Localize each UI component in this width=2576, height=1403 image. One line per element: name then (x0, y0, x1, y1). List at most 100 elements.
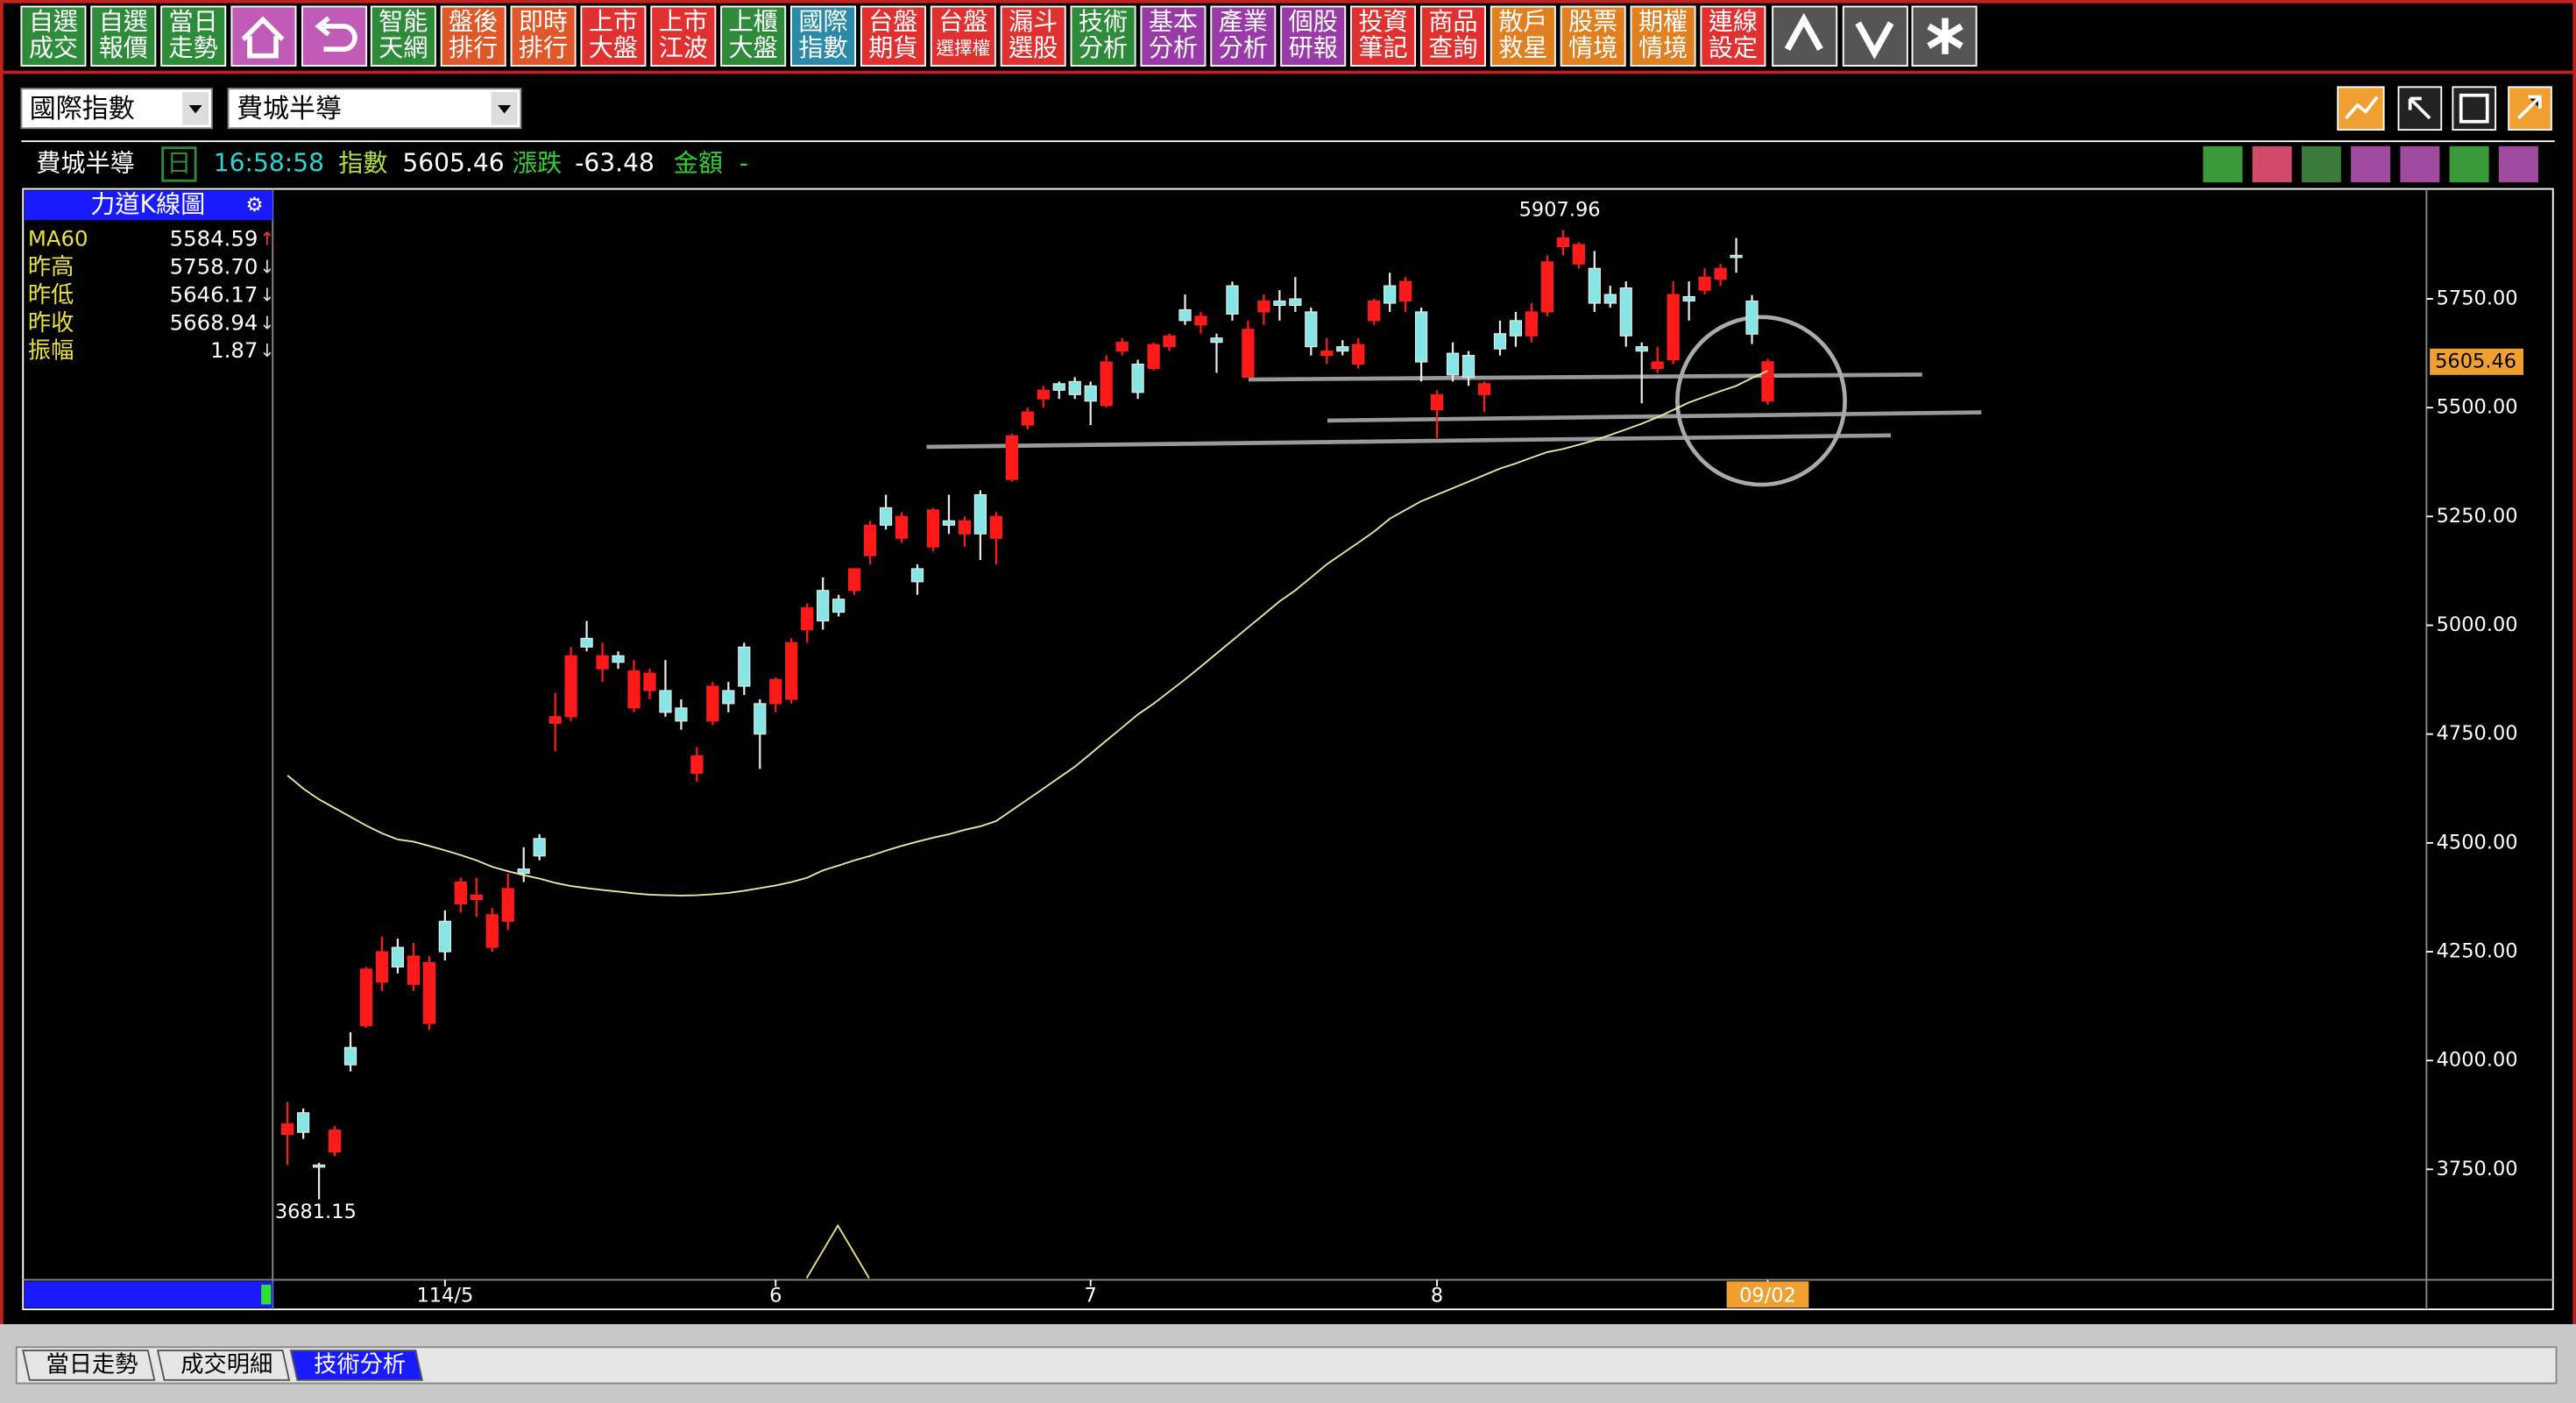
symbol-selector[interactable] (227, 88, 522, 130)
tab[interactable] (289, 1350, 424, 1381)
toolbar-button[interactable] (1210, 5, 1277, 67)
toolbar-button[interactable] (1350, 5, 1417, 67)
tool-button[interactable] (2400, 145, 2440, 183)
settings-icon[interactable]: ⚙ (246, 194, 264, 216)
toolbar-button-label: 技術 (1079, 7, 1128, 36)
last-price-tag (2430, 348, 2523, 375)
split-button[interactable] (2452, 86, 2497, 131)
scrollbar[interactable] (25, 1281, 273, 1308)
symbol-selector-text: 費城半導 (237, 94, 342, 124)
toolbar-button[interactable] (720, 5, 787, 67)
candle-body (1336, 346, 1349, 352)
candle-body (533, 838, 546, 857)
candle-body (1635, 346, 1648, 352)
toolbar-button[interactable] (1280, 5, 1347, 67)
selector-arrow (188, 104, 202, 114)
panel-title-bar (25, 190, 273, 221)
toolbar-button-label: 選股 (1008, 33, 1058, 62)
candle-body (754, 703, 767, 735)
toolbar-button[interactable] (1560, 5, 1626, 67)
tab-label: 成交明細 (180, 1351, 272, 1378)
candle-body (1289, 298, 1302, 307)
last-price-label: 5605.46 (2435, 350, 2516, 372)
candle-body (706, 685, 719, 722)
candle-body (1540, 261, 1554, 313)
toolbar-button[interactable] (1700, 5, 1766, 67)
candle-body (1525, 311, 1539, 337)
toolbar-button-label: 連線 (1709, 7, 1758, 36)
scroll-thumb[interactable] (261, 1285, 272, 1305)
tool-button[interactable] (2203, 145, 2243, 183)
candle-body (895, 515, 909, 539)
period-marker (805, 1223, 870, 1279)
candle-body (312, 1164, 326, 1168)
toolbar-button[interactable] (20, 5, 87, 67)
toolbar-button-label: 走勢 (169, 33, 218, 62)
candle-body (1556, 237, 1569, 247)
selector-arrow (498, 104, 512, 114)
panel-label: 振幅 (28, 338, 74, 365)
toolbar-button[interactable] (90, 5, 157, 67)
toolbar-button[interactable] (370, 5, 436, 67)
candle-body (580, 637, 593, 648)
toolbar-button[interactable] (1630, 5, 1696, 67)
tab-strip (15, 1346, 2558, 1385)
toolbar-button[interactable] (1000, 5, 1066, 67)
tab[interactable] (156, 1350, 291, 1381)
tool-button[interactable] (2351, 145, 2391, 183)
candle-body (847, 568, 861, 592)
toolbar-button-label: 期權 (1638, 7, 1688, 36)
toolbar-button-label: 設定 (1709, 33, 1758, 62)
market-selector[interactable] (20, 88, 213, 130)
tab[interactable] (22, 1350, 156, 1381)
candle-body (1572, 244, 1585, 265)
toolbar-button[interactable] (1419, 5, 1486, 67)
tool-button[interactable] (2449, 145, 2489, 183)
toolbar-button-label: 國際 (798, 7, 847, 36)
toolbar-button[interactable] (1070, 5, 1136, 67)
toolbar-button[interactable] (1490, 5, 1556, 67)
more-button[interactable] (1911, 5, 1978, 67)
toolbar-button-label: 查詢 (1428, 33, 1477, 62)
panel-label: 昨高 (28, 254, 74, 280)
toolbar-button[interactable] (580, 5, 647, 67)
toolbar-button-label: 上市 (659, 7, 708, 36)
toolbar-button-label: 選擇權 (936, 38, 990, 59)
toolbar-button[interactable] (860, 5, 926, 67)
toolbar-button[interactable] (1140, 5, 1207, 67)
candle-body (926, 509, 940, 548)
low-label: 3681.15 (275, 1201, 357, 1223)
toolbar-button[interactable] (650, 5, 717, 67)
candle-body (1100, 361, 1113, 407)
toolbar-button[interactable] (790, 5, 857, 67)
toolbar-button-label: 散戶 (1498, 7, 1547, 36)
info-amount: - (740, 148, 748, 177)
tool-button[interactable] (2498, 145, 2538, 183)
market-selector-text: 國際指數 (30, 94, 135, 124)
tool-button[interactable] (2301, 145, 2341, 183)
candle-body (1178, 308, 1192, 322)
toolbar-button-label: 當日 (169, 7, 218, 36)
up-button[interactable] (1772, 5, 1838, 67)
toolbar-button[interactable] (440, 5, 506, 67)
candle-body (1352, 344, 1365, 365)
candle-body (785, 641, 798, 700)
home-button[interactable] (230, 5, 297, 67)
info-name: 費城半導 (36, 148, 134, 177)
y-tick-label: 5750.00 (2437, 287, 2518, 310)
candle-body (1084, 385, 1097, 402)
candle-body (517, 868, 530, 875)
candle-body (1305, 311, 1318, 348)
highlight-circle (1675, 315, 1847, 487)
toolbar-button[interactable] (160, 5, 227, 67)
candle-body (675, 707, 688, 722)
down-bg (1842, 5, 1908, 67)
info-index-label: 指數 (338, 148, 387, 177)
toolbar-button[interactable] (930, 5, 996, 67)
toolbar-button-label: 投資 (1358, 7, 1407, 36)
tool-button[interactable] (2252, 145, 2292, 183)
toolbar-button[interactable] (510, 5, 577, 67)
down-button[interactable] (1842, 5, 1908, 67)
x-tick-label: 7 (1085, 1285, 1097, 1307)
back-button[interactable] (301, 5, 368, 67)
